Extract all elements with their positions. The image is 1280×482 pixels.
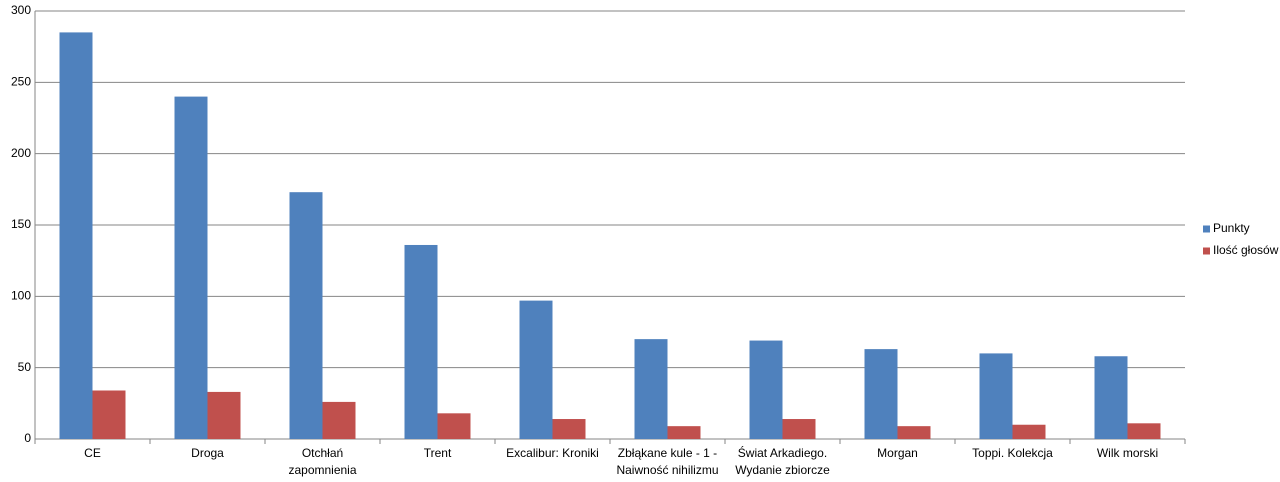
bar	[92, 390, 126, 439]
x-tick-label: Toppi. Kolekcja	[972, 446, 1053, 460]
legend-swatch	[1203, 225, 1210, 233]
bar	[1094, 356, 1128, 439]
bar	[404, 244, 438, 439]
y-tick-label: 200	[11, 146, 31, 160]
legend-label: Punkty	[1213, 221, 1250, 235]
x-tick-label: Otchłań zapomnienia	[288, 446, 357, 477]
bar	[864, 349, 898, 439]
x-tick-label: Zbłąkane kule - 1 - Naiwność nihilizmu	[616, 446, 719, 477]
bar	[1127, 423, 1161, 439]
bar	[979, 353, 1013, 439]
bar	[59, 32, 93, 440]
y-tick-label: 250	[11, 75, 31, 89]
legend-label: Ilość głosów	[1213, 243, 1279, 257]
bar	[667, 426, 701, 439]
x-tick-label: Wilk morski	[1096, 446, 1159, 460]
x-tick-label: CE	[84, 446, 101, 460]
y-tick-label: 100	[11, 289, 31, 303]
bar	[634, 339, 668, 439]
x-tick-label: Świat Arkadiego. Wydanie zbiorcze 01	[735, 446, 830, 482]
y-tick-label: 50	[18, 360, 32, 374]
x-tick-label: Droga	[191, 446, 224, 460]
legend-swatch	[1203, 247, 1210, 255]
x-tick-label: Trent	[423, 446, 452, 460]
bar	[437, 413, 471, 439]
bar	[207, 391, 241, 439]
bar	[897, 426, 931, 439]
bar	[782, 419, 816, 439]
bar	[174, 96, 208, 439]
y-tick-label: 0	[24, 431, 31, 445]
bar	[322, 401, 356, 439]
y-tick-label: 300	[11, 3, 31, 17]
bar	[749, 340, 783, 439]
bar	[552, 419, 586, 439]
x-tick-label: Excalibur: Kroniki	[506, 446, 599, 460]
bar	[519, 300, 553, 439]
x-tick-label: Morgan	[877, 446, 918, 460]
y-tick-label: 150	[11, 217, 31, 231]
bar	[1012, 424, 1046, 439]
bar	[289, 192, 323, 439]
